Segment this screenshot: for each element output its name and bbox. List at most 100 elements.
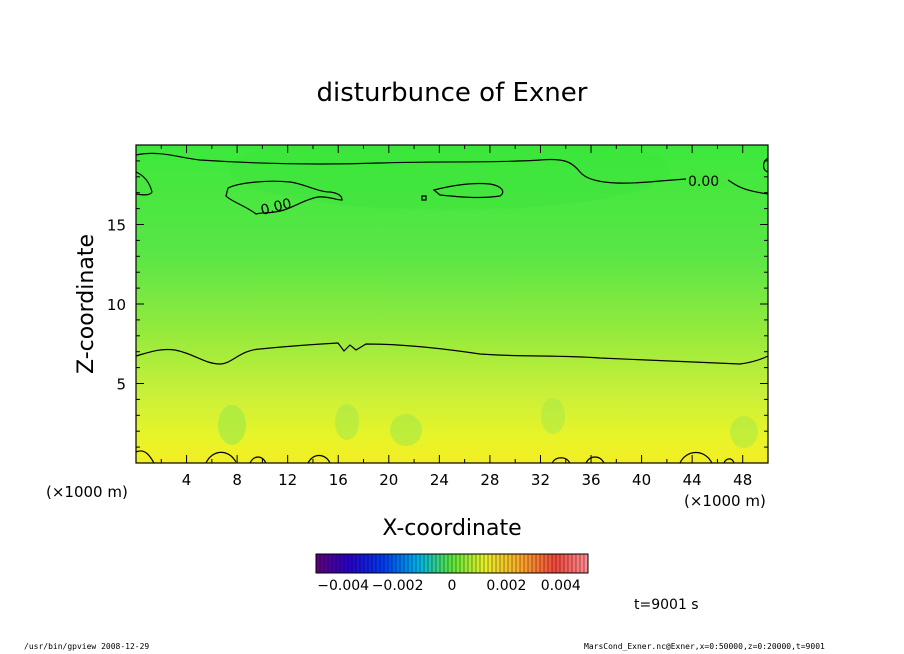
field-fill (136, 145, 768, 463)
contour-label: 0.00 (259, 196, 293, 219)
colorbar-cell (528, 554, 533, 573)
colorbar-cell (408, 554, 413, 573)
colorbar-cell (568, 554, 573, 573)
y-axis-ticks: 5 10 15 (107, 160, 768, 448)
colorbar-cell (576, 554, 581, 573)
contour-line (136, 450, 155, 463)
colorbar-tick-label: −0.002 (372, 578, 424, 594)
colorbar-cell (584, 554, 589, 573)
colorbar-tick-label: −0.004 (317, 578, 369, 594)
colorbar-cell (516, 554, 521, 573)
contour-line (421, 195, 427, 201)
x-tick-label: 36 (581, 471, 600, 489)
colorbar-cell (416, 554, 421, 573)
x-tick-label: 24 (430, 471, 449, 489)
colorbar-cell (556, 554, 561, 573)
colorbar-cell (512, 554, 517, 573)
colorbar-cell (396, 554, 401, 573)
colorbar-cell (488, 554, 493, 573)
x-tick-label: 8 (232, 471, 242, 489)
colorbar-cell (504, 554, 509, 573)
chart-title: disturbunce of Exner (317, 78, 588, 108)
colorbar-cell (336, 554, 341, 573)
contour-line (249, 456, 267, 463)
time-label: t=9001 s (634, 597, 699, 613)
x-tick-label: 48 (733, 471, 752, 489)
colorbar-cell (428, 554, 433, 573)
colorbar-cell (456, 554, 461, 573)
contour-line (136, 171, 153, 196)
field-blob (730, 416, 758, 448)
x-tick-label: 28 (480, 471, 499, 489)
x-tick-label: 12 (278, 471, 297, 489)
colorbar-cell (520, 554, 525, 573)
y-axis-label: Z-coordinate (74, 234, 99, 374)
footer-right: MarsCond_Exner.nc@Exner,x=0:50000,z=0:20… (584, 642, 825, 651)
x-axis-unit-right: (×1000 m) (684, 492, 766, 510)
contour-line (723, 458, 735, 463)
y-tick-label: 5 (116, 376, 126, 394)
colorbar-cell (376, 554, 381, 573)
colorbar-cell (320, 554, 325, 573)
colorbar-cell (332, 554, 337, 573)
colorbar-cell (580, 554, 585, 573)
colorbar-cell (328, 554, 333, 573)
colorbar-cell (400, 554, 405, 573)
colorbar-cell (532, 554, 537, 573)
colorbar-cell (492, 554, 497, 573)
footer-left: /usr/bin/gpview 2008-12-29 (24, 642, 150, 651)
colorbar-cell (560, 554, 565, 573)
field-blob (335, 404, 359, 440)
colorbar-cell (508, 554, 513, 573)
colorbar-cell (420, 554, 425, 573)
field-blob (230, 145, 670, 210)
colorbar-cell (368, 554, 373, 573)
x-axis-ticks: 4 8 12 16 20 24 28 32 36 40 44 48 (160, 145, 752, 489)
contour-line (551, 457, 571, 463)
contour-label: 0.00 (688, 174, 719, 190)
plot-field (136, 145, 768, 463)
colorbar-cell (436, 554, 441, 573)
colorbar-cell (460, 554, 465, 573)
x-axis-unit-left: (×1000 m) (46, 483, 128, 501)
x-tick-label: 20 (379, 471, 398, 489)
x-axis-label: X-coordinate (382, 516, 521, 541)
colorbar-cell (372, 554, 377, 573)
contour-line (679, 451, 713, 463)
colorbar-cell (476, 554, 481, 573)
x-tick-label: 4 (182, 471, 192, 489)
colorbar (315, 554, 589, 573)
contour-line (727, 179, 768, 195)
contour-label-bg (686, 172, 726, 188)
contour-line (762, 157, 768, 173)
colorbar-ticks: −0.004 −0.002 0 0.002 0.004 (317, 578, 581, 594)
colorbar-cell (388, 554, 393, 573)
colorbar-cell (412, 554, 417, 573)
colorbar-cell (452, 554, 457, 573)
colorbar-cell (480, 554, 485, 573)
colorbar-cell (380, 554, 385, 573)
contour-line (205, 451, 237, 463)
contour-lines (136, 152, 768, 463)
contour-line (432, 182, 504, 199)
x-tick-label: 16 (329, 471, 348, 489)
colorbar-cell (472, 554, 477, 573)
colorbar-cell (340, 554, 345, 573)
colorbar-cell (540, 554, 545, 573)
colorbar-cell (356, 554, 361, 573)
colorbar-cell (432, 554, 437, 573)
colorbar-cell (444, 554, 449, 573)
colorbar-cell (464, 554, 469, 573)
colorbar-cell (536, 554, 541, 573)
colorbar-cell (468, 554, 473, 573)
colorbar-cell (572, 554, 577, 573)
colorbar-cell (352, 554, 357, 573)
contour-line (307, 454, 331, 463)
field-blob (541, 398, 565, 434)
x-tick-label: 40 (632, 471, 651, 489)
field-blob (218, 405, 246, 445)
colorbar-cell (448, 554, 453, 573)
colorbar-cell (344, 554, 349, 573)
contour-line (136, 152, 687, 184)
colorbar-cell (552, 554, 557, 573)
